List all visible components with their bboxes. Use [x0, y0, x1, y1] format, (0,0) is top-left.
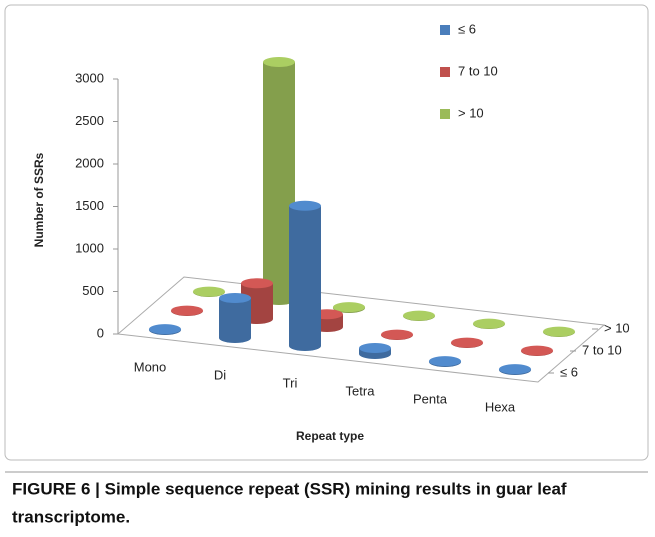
bar	[381, 329, 413, 340]
y-tick-label: 2000	[75, 155, 104, 170]
bar-top	[263, 57, 295, 67]
legend-swatch	[440, 67, 450, 77]
bar-top	[499, 364, 531, 375]
bar	[543, 326, 575, 337]
x-axis-title: Repeat type	[296, 429, 364, 443]
legend-label: ≤ 6	[458, 21, 476, 36]
x-tick-label: Mono	[134, 359, 167, 374]
legend-label: > 10	[458, 105, 484, 120]
chart-frame	[4, 4, 649, 461]
bar	[451, 337, 483, 348]
y-tick-label: 3000	[75, 70, 104, 85]
bar	[333, 302, 365, 313]
bar	[521, 345, 553, 356]
x-tick-label: Tri	[283, 375, 298, 390]
legend-label: 7 to 10	[458, 63, 498, 78]
plot: 0 500 1000 1500 2000 2500 3000 Mono Di Tri Tetra Pe…	[75, 21, 630, 414]
bar-top	[403, 310, 435, 321]
bar-top	[543, 326, 575, 337]
y-tick-label: 2500	[75, 113, 104, 128]
bar	[499, 364, 531, 375]
bar	[219, 293, 251, 343]
y-tick-label: 0	[97, 325, 104, 340]
bar	[359, 343, 391, 359]
floor	[116, 276, 606, 383]
x-tick-label: Hexa	[485, 399, 516, 414]
bar-top	[381, 329, 413, 340]
bar-top	[149, 324, 181, 335]
bar	[289, 200, 321, 351]
depth-label: 7 to 10	[582, 342, 622, 357]
y-tick-label: 1000	[75, 240, 104, 255]
bar-body	[219, 298, 251, 343]
bar-top	[171, 305, 203, 316]
depth-label: > 10	[604, 320, 630, 335]
bar	[429, 356, 461, 367]
bar	[403, 310, 435, 321]
caption: transcriptome.	[12, 507, 130, 526]
bar-top	[473, 318, 505, 329]
bar-top	[193, 286, 225, 297]
bar	[171, 305, 203, 316]
legend-swatch	[440, 109, 450, 119]
bar-top	[451, 337, 483, 348]
bar-top	[219, 293, 251, 304]
bar	[193, 286, 225, 297]
x-tick-label: Penta	[413, 391, 448, 406]
y-tick-label: 1500	[75, 198, 104, 213]
bar	[263, 57, 295, 305]
bar-top	[429, 356, 461, 367]
bar	[149, 324, 181, 335]
bar-top	[289, 200, 321, 211]
bar-top	[521, 345, 553, 356]
bar-top	[359, 343, 391, 354]
y-tick-label: 500	[82, 283, 104, 298]
bar-body	[263, 62, 295, 305]
caption: FIGURE 6 | Simple sequence repeat (SSR) …	[12, 479, 567, 498]
x-tick-label: Di	[214, 367, 226, 382]
legend-swatch	[440, 25, 450, 35]
bar-top	[241, 278, 273, 289]
bar-top	[333, 302, 365, 313]
bar	[473, 318, 505, 329]
x-tick-label: Tetra	[346, 383, 376, 398]
y-axis-title: Number of SSRs	[32, 152, 46, 247]
depth-label: ≤ 6	[560, 364, 578, 379]
bar-body	[289, 205, 321, 351]
